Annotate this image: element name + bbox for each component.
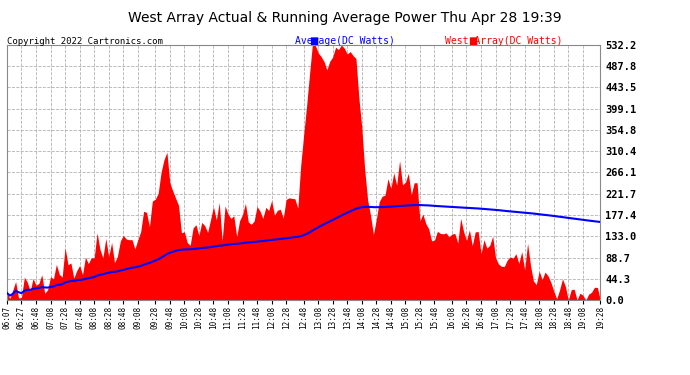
Text: ■: ■: [468, 36, 477, 46]
Text: West Array Actual & Running Average Power Thu Apr 28 19:39: West Array Actual & Running Average Powe…: [128, 11, 562, 25]
Text: Copyright 2022 Cartronics.com: Copyright 2022 Cartronics.com: [7, 38, 163, 46]
Text: Average(DC Watts): Average(DC Watts): [295, 36, 395, 46]
Text: ■: ■: [309, 36, 319, 46]
Text: West Array(DC Watts): West Array(DC Watts): [445, 36, 562, 46]
